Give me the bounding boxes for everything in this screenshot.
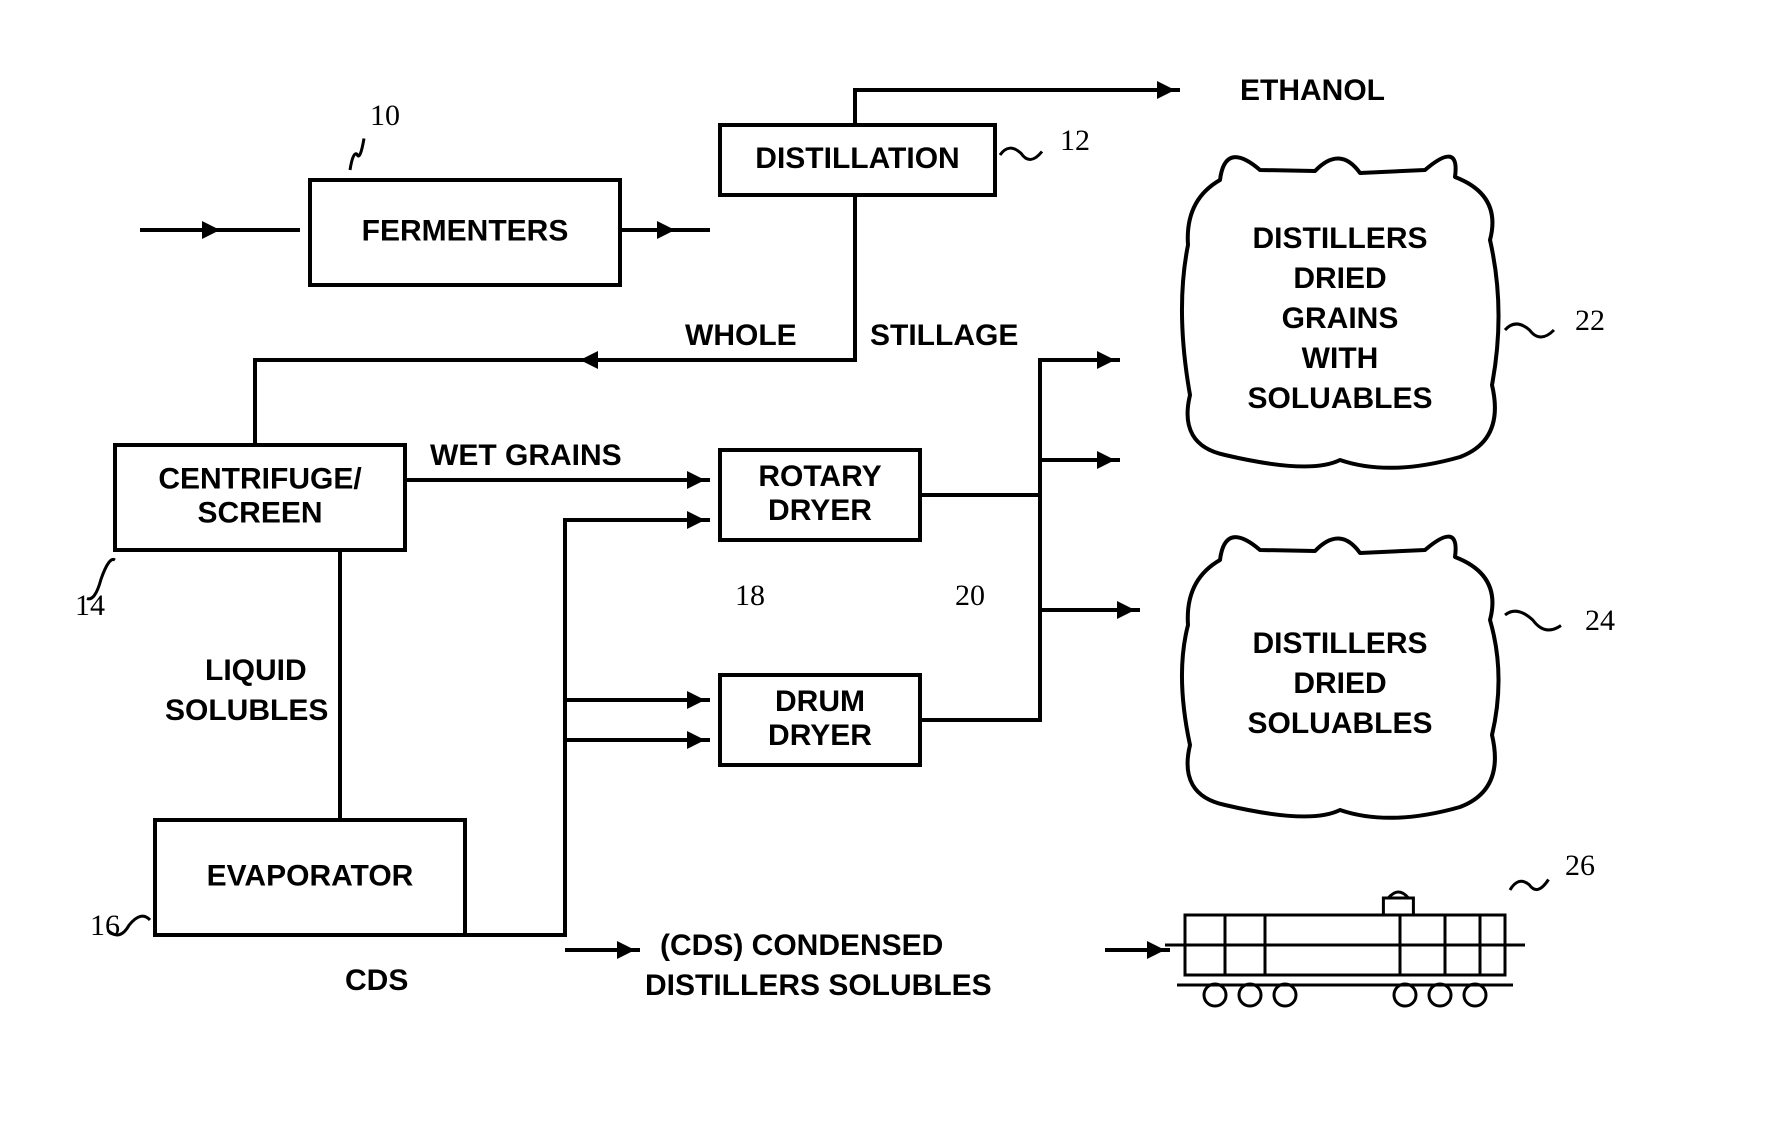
rotary_dryer-label-line: DRYER [768, 494, 872, 527]
railcar-dome-icon [1383, 898, 1413, 915]
railcar-layer [1165, 892, 1525, 1006]
ref-number-12: 12 [1060, 124, 1090, 157]
cds_line2-label: DISTILLERS SOLUBLES [645, 969, 992, 1002]
liquid_sol2-label: SOLUBLES [165, 694, 328, 727]
fermenters-label: FERMENTERS [362, 214, 569, 247]
liquid_sol1-label: LIQUID [205, 654, 307, 687]
railcar-wheel-icon [1394, 984, 1416, 1006]
railcar-wheel-icon [1274, 984, 1296, 1006]
railcar-wheel-icon [1464, 984, 1486, 1006]
whole_still1-label: WHOLE [685, 319, 797, 352]
drum_dryer-label-line: DRYER [768, 719, 872, 752]
arrowhead-icon [687, 731, 705, 749]
arrowhead-icon [1147, 941, 1165, 959]
drum_dryer-label-line: DRUM [775, 685, 865, 718]
distillation-label: DISTILLATION [755, 142, 959, 175]
railcar-wheel-icon [1239, 984, 1261, 1006]
centrifuge-label-line: CENTRIFUGE/ [158, 462, 362, 495]
nodes-layer: FERMENTERS DISTILLATION CENTRIFUGE/SCREEN E… [115, 125, 995, 935]
arrowhead-icon [1097, 351, 1115, 369]
flow-edge [855, 90, 1180, 125]
ref-number-16: 16 [90, 909, 120, 942]
ref-leader-24 [1505, 611, 1561, 630]
arrowhead-icon [580, 351, 598, 369]
dds-bag-line: DISTILLERS [1252, 627, 1427, 660]
ddgs-bag-line: DISTILLERS [1252, 222, 1427, 255]
flow-edge [920, 360, 1120, 495]
rotary_dryer-label-line: ROTARY [758, 460, 881, 493]
arrowhead-icon [1117, 601, 1135, 619]
ddgs-bag-line: SOLUABLES [1247, 382, 1432, 415]
arrowhead-icon [1097, 451, 1115, 469]
ref-number-14: 14 [75, 589, 105, 622]
ddgs-bag-line: GRAINS [1282, 302, 1399, 335]
railcar-wheel-icon [1204, 984, 1226, 1006]
ref-leader-26 [1510, 880, 1549, 891]
ref-leader-22 [1505, 324, 1554, 337]
bags-layer: DISTILLERS DRIED GRAINS WITH SOLUABLES DISTIL… [1182, 157, 1499, 818]
dds-bag-line: DRIED [1293, 667, 1386, 700]
dds-bag-line: SOLUABLES [1247, 707, 1432, 740]
cds_bottom-label: CDS [345, 964, 408, 997]
ref-number-10: 10 [370, 99, 400, 132]
ref-leader-12 [1000, 148, 1042, 159]
ethanol-label: ETHANOL [1240, 74, 1385, 107]
flow-edge [465, 520, 710, 935]
arrowhead-icon [687, 691, 705, 709]
railcar-wheel-icon [1429, 984, 1451, 1006]
evaporator-label: EVAPORATOR [207, 859, 414, 892]
ref-number-18: 18 [735, 579, 765, 612]
ref-number-24: 24 [1585, 604, 1615, 637]
arrowhead-icon [687, 471, 705, 489]
arrowhead-icon [202, 221, 220, 239]
ref-number-22: 22 [1575, 304, 1605, 337]
ref-leader-10 [350, 139, 364, 171]
arrowhead-icon [617, 941, 635, 959]
wet_grains-label: WET GRAINS [430, 439, 622, 472]
ddgs-bag-line: WITH [1302, 342, 1379, 375]
ref-number-20: 20 [955, 579, 985, 612]
ref-number-26: 26 [1565, 849, 1595, 882]
arrowhead-icon [1157, 81, 1175, 99]
centrifuge-label-line: SCREEN [197, 496, 322, 529]
arrowhead-icon [657, 221, 675, 239]
cds_line1-label: (CDS) CONDENSED [660, 929, 943, 962]
ddgs-bag-line: DRIED [1293, 262, 1386, 295]
arrowhead-icon [687, 511, 705, 529]
whole_still2-label: STILLAGE [870, 319, 1018, 352]
process-flowchart: FERMENTERS DISTILLATION CENTRIFUGE/SCREEN E… [20, 20, 1791, 1124]
